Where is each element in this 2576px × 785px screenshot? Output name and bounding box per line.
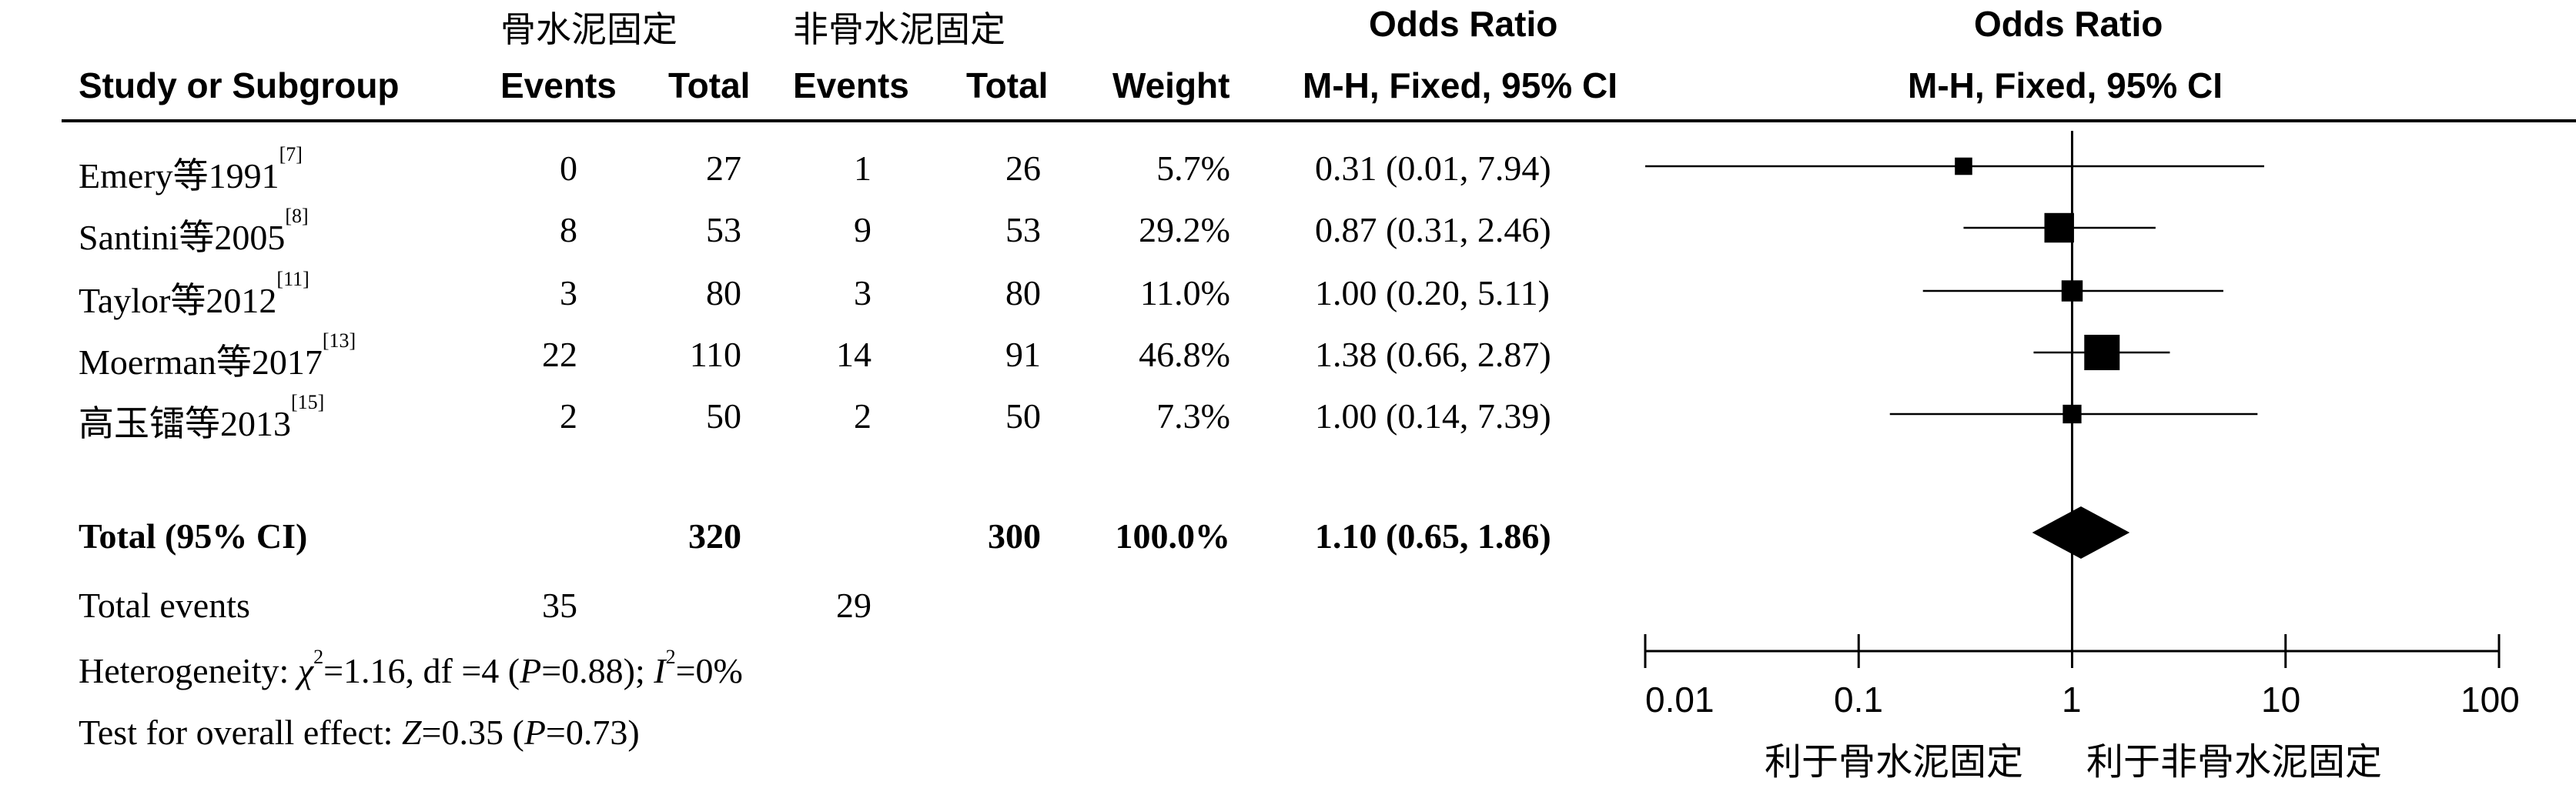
total2-value: 80 <box>1005 273 1041 312</box>
ci-text: 1.38 (0.66, 2.87) <box>1315 335 1551 374</box>
study-name: Moerman等2017[13] <box>79 329 356 382</box>
events1-value: 22 <box>542 335 577 374</box>
study-marker <box>2062 404 2082 424</box>
col-events1-header: Events <box>500 65 617 105</box>
ci-text: 1.00 (0.20, 5.11) <box>1315 273 1550 312</box>
weight-value: 29.2% <box>1139 210 1230 249</box>
tick-label: 10 <box>2261 680 2301 720</box>
ci-text: 0.87 (0.31, 2.46) <box>1315 210 1551 249</box>
favours-left-label: 利于骨水泥固定 <box>1765 740 2024 783</box>
events2-value: 2 <box>854 396 871 436</box>
odds-ratio-plot-header: Odds Ratio <box>1974 4 2163 44</box>
weight-value: 7.3% <box>1156 396 1230 436</box>
events1-value: 8 <box>560 210 577 249</box>
study-marker <box>1955 157 1972 175</box>
total2-value: 26 <box>1005 149 1041 188</box>
total1-value: 80 <box>706 273 741 312</box>
total2-value: 53 <box>1005 210 1041 249</box>
study-marker <box>2044 212 2074 243</box>
events2-value: 14 <box>836 335 871 374</box>
heterogeneity-text: Heterogeneity: χ2=1.16, df =4 (P=0.88); … <box>79 646 743 690</box>
total-events2-value: 29 <box>836 586 871 625</box>
tick-label: 0.01 <box>1645 680 1715 720</box>
col-method-table-header: M-H, Fixed, 95% CI <box>1303 65 1618 105</box>
weight-value: 5.7% <box>1156 149 1230 188</box>
total2-value: 50 <box>1005 396 1041 436</box>
study-marker <box>2084 335 2120 370</box>
group2-header: 非骨水泥固定 <box>793 8 1005 50</box>
total-weight-value: 100.0% <box>1115 516 1231 556</box>
total1-value: 53 <box>706 210 741 249</box>
tick-label: 0.1 <box>1834 680 1883 720</box>
total-events1-value: 35 <box>542 586 577 625</box>
total-ci-text: 1.10 (0.65, 1.86) <box>1315 516 1551 556</box>
ci-text: 0.31 (0.01, 7.94) <box>1315 149 1551 188</box>
study-marker <box>2061 280 2083 302</box>
events1-value: 2 <box>560 396 577 436</box>
total1-value: 320 <box>688 516 741 556</box>
total1-value: 50 <box>706 396 741 436</box>
total2-value: 91 <box>1005 335 1041 374</box>
study-name: 高玉镭等2013[15] <box>79 391 325 443</box>
study-name: Taylor等2012[11] <box>79 268 309 320</box>
weight-value: 11.0% <box>1139 273 1230 312</box>
col-method-plot-header: M-H, Fixed, 95% CI <box>1908 65 2223 105</box>
tick-label: 1 <box>2062 680 2082 720</box>
events2-value: 1 <box>854 149 871 188</box>
group1-header: 骨水泥固定 <box>500 8 677 50</box>
total-events-label: Total events <box>79 586 250 625</box>
events2-value: 9 <box>854 210 871 249</box>
events1-value: 3 <box>560 273 577 312</box>
total1-value: 110 <box>689 335 741 374</box>
weight-value: 46.8% <box>1139 335 1230 374</box>
odds-ratio-table-header: Odds Ratio <box>1369 4 1558 44</box>
study-name: Emery等1991[7] <box>79 143 303 195</box>
overall-effect-text: Test for overall effect: Z=0.35 (P=0.73) <box>79 713 640 752</box>
col-events2-header: Events <box>793 65 909 105</box>
favours-right-label: 利于非骨水泥固定 <box>2086 740 2383 783</box>
ci-text: 1.00 (0.14, 7.39) <box>1315 396 1551 436</box>
col-total1-header: Total <box>668 65 751 105</box>
col-weight-header: Weight <box>1112 65 1230 105</box>
tick-label: 100 <box>2461 680 2520 720</box>
total1-value: 27 <box>706 149 741 188</box>
events2-value: 3 <box>854 273 871 312</box>
col-total2-header: Total <box>966 65 1049 105</box>
pooled-diamond <box>2032 506 2130 559</box>
events1-value: 0 <box>560 149 577 188</box>
total2-value: 300 <box>988 516 1041 556</box>
col-study-header: Study or Subgroup <box>79 65 400 105</box>
study-name: Santini等2005[8] <box>79 205 309 257</box>
header-rule <box>62 119 2576 122</box>
total-label: Total (95% CI) <box>79 516 308 556</box>
